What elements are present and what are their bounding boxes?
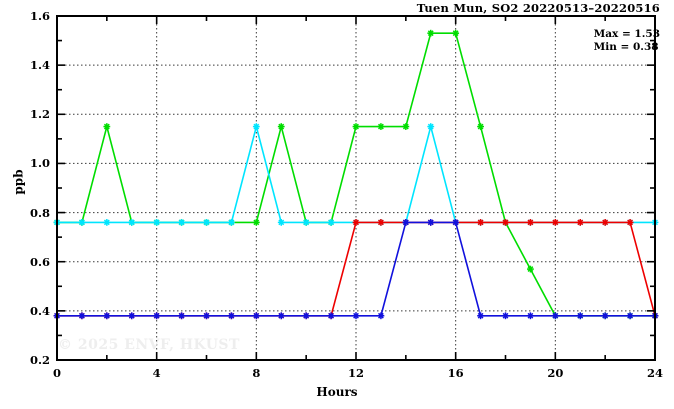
marker-series-blue (502, 312, 509, 320)
marker-series-blue (228, 312, 235, 320)
marker-series-red (601, 219, 609, 226)
marker-series-blue (626, 312, 634, 320)
y-tick-label: 1.2 (29, 107, 50, 122)
marker-series-red (477, 219, 484, 226)
marker-series-red (576, 219, 584, 226)
marker-series-cyan (78, 219, 86, 226)
marker-series-blue (427, 219, 435, 226)
marker-series-blue (551, 312, 559, 320)
x-tick-label: 20 (547, 366, 564, 380)
marker-series-green (402, 123, 410, 130)
marker-series-red (502, 219, 509, 226)
y-tick-label: 0.8 (29, 205, 50, 220)
marker-series-blue (78, 312, 86, 320)
marker-series-red (352, 219, 360, 226)
x-tick-label: 4 (152, 366, 161, 380)
chart-title: Tuen Mun, SO2 20220513–20220516 (416, 1, 660, 15)
marker-series-red (551, 219, 559, 226)
marker-series-blue (377, 312, 385, 320)
x-tick-label: 16 (447, 366, 464, 380)
marker-series-blue (128, 312, 136, 320)
x-tick-label: 12 (347, 366, 364, 380)
y-tick-label: 0.4 (29, 303, 50, 318)
marker-series-blue (527, 312, 534, 320)
min-value-label: Min = 0.38 (593, 41, 659, 53)
marker-series-blue (277, 312, 285, 320)
marker-series-green (427, 29, 435, 37)
marker-series-blue (103, 312, 111, 320)
y-tick-label: 1.0 (29, 156, 50, 171)
marker-series-green (527, 265, 534, 273)
marker-series-blue (203, 312, 210, 320)
marker-series-blue (402, 219, 410, 226)
y-tick-label: 0.6 (29, 254, 50, 269)
y-tick-label: 1.4 (29, 58, 50, 73)
marker-series-cyan (277, 219, 285, 226)
x-axis-label: Hours (316, 385, 358, 399)
marker-series-blue (576, 312, 584, 320)
marker-series-red (626, 219, 634, 226)
y-tick-label: 0.2 (29, 353, 50, 367)
marker-series-blue (601, 312, 609, 320)
marker-series-cyan (302, 219, 310, 226)
marker-series-cyan (153, 219, 161, 226)
marker-series-cyan (327, 219, 335, 226)
x-tick-label: 0 (52, 366, 61, 380)
marker-series-blue (327, 312, 335, 320)
marker-series-cyan (203, 219, 210, 226)
marker-series-green (277, 123, 285, 130)
marker-series-cyan (178, 219, 185, 226)
marker-series-blue (452, 219, 460, 226)
x-tick-label: 24 (646, 366, 663, 380)
marker-series-green (477, 123, 484, 130)
max-value-label: Max = 1.53 (593, 28, 660, 40)
marker-series-green (377, 123, 385, 130)
marker-series-green (252, 219, 260, 226)
x-tick-label: 8 (252, 366, 261, 380)
marker-series-red (527, 219, 534, 226)
marker-series-blue (153, 312, 161, 320)
marker-series-green (352, 123, 360, 130)
marker-series-cyan (228, 219, 235, 226)
marker-series-blue (352, 312, 360, 320)
marker-series-red (377, 219, 385, 226)
marker-series-blue (477, 312, 484, 320)
marker-series-blue (178, 312, 185, 320)
marker-series-green (452, 29, 460, 37)
marker-series-cyan (128, 219, 136, 226)
marker-series-blue (302, 312, 310, 320)
marker-series-cyan (252, 123, 260, 130)
marker-series-cyan (103, 219, 111, 226)
marker-series-blue (252, 312, 260, 320)
marker-series-cyan (427, 123, 435, 130)
y-tick-label: 1.6 (29, 9, 50, 23)
stats-annotation-box: Max = 1.53 Min = 0.38 (594, 28, 660, 54)
marker-series-green (103, 123, 111, 130)
